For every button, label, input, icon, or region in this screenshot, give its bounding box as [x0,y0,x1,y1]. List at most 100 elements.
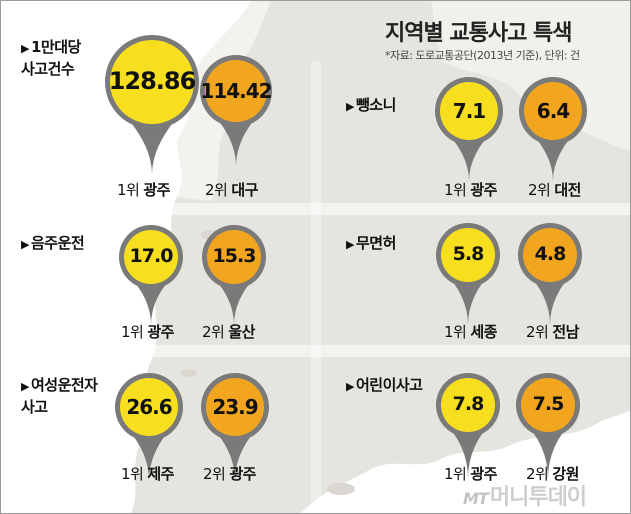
first-place-label: 1위 제주 [121,463,174,484]
category-label-line: ▶ 어린이사고 [346,376,423,394]
second-place-pin: 4.8 [518,223,582,325]
pin-head [206,378,264,436]
second-place-label: 2위 전남 [526,321,579,342]
second-place-pin-marker [519,77,587,181]
row-divider-1 [1,203,630,215]
triangle-bullet-icon: ▶ [21,238,29,251]
category-label-line: ▶ 여성운전자 [21,376,98,394]
pin-value: 128.86 [108,67,197,96]
triangle-bullet-icon: ▶ [346,100,354,113]
rank-region: 대구 [231,181,258,199]
second-place-label: 2위 대전 [528,179,581,200]
rank-region: 전남 [552,323,579,341]
rank-number: 1위 [121,323,144,341]
first-place-pin: 5.8 [436,223,500,325]
second-place-pin: 15.3 [202,225,266,325]
first-place-pin: 128.86 [105,35,199,175]
rank-number: 1위 [444,465,467,483]
first-place-pin-marker [105,35,199,175]
pin-value: 7.8 [452,393,485,416]
first-place-label: 1위 광주 [444,463,497,484]
rank-region: 대전 [554,181,581,199]
rank-number: 2위 [203,465,226,483]
second-place-pin: 6.4 [519,77,587,181]
pin-stem [441,419,495,479]
triangle-bullet-icon: ▶ [21,380,29,393]
triangle-bullet-icon: ▶ [346,380,354,393]
watermark-prefix: MT [463,489,489,508]
rank-number: 1위 [444,323,467,341]
pin-head [441,378,495,432]
rank-number: 2위 [526,323,549,341]
second-place-pin: 114.42 [200,55,273,167]
first-place-pin: 7.1 [435,77,503,181]
second-place-pin: 23.9 [201,373,269,481]
first-place-label: 1위 광주 [117,179,170,200]
rank-region: 울산 [228,323,255,341]
category-label: ▶ 음주운전 [21,233,85,255]
col-divider [311,61,321,501]
triangle-bullet-icon: ▶ [21,42,29,55]
infographic-title: 지역별 교통사고 특색 [385,21,572,46]
first-place-pin: 7.8 [436,373,500,479]
second-place-label: 2위 강원 [526,463,579,484]
pin-head [523,228,577,282]
pin-value: 17.0 [129,245,174,268]
rank-number: 2위 [202,323,225,341]
category-label-line: ▶ 뺑소니 [346,96,396,114]
first-place-pin: 17.0 [119,225,183,325]
pin-value: 114.42 [200,78,272,103]
rank-number: 1위 [444,181,467,199]
pin-value: 6.4 [536,98,570,123]
category-label: ▶ 뺑소니 [346,95,396,117]
rank-number: 2위 [205,181,228,199]
triangle-bullet-icon: ▶ [346,238,354,251]
category-label-line: ▶ 음주운전 [21,234,85,252]
pin-head [441,228,495,282]
pin-value: 7.1 [452,98,486,123]
rank-region: 광주 [147,323,174,341]
first-place-label: 1위 세종 [444,321,497,342]
second-place-pin-marker [200,55,272,167]
pin-value: 7.5 [532,393,565,416]
first-place-pin: 26.6 [115,373,183,481]
rank-number: 1위 [121,465,144,483]
first-place-label: 1위 광주 [444,179,497,200]
row-divider-2 [1,345,630,357]
pin-head [110,40,194,124]
watermark-text: 머니투데이 [489,485,587,510]
category-label-line: ▶ 1만대당 [21,38,81,56]
category-label: ▶ 어린이사고 [346,375,423,397]
rank-region: 제주 [147,465,174,483]
category-label-line: 사고 [21,398,48,416]
rank-region: 광주 [470,465,497,483]
pin-value: 26.6 [126,394,172,419]
pin-head [205,60,267,122]
pin-value: 4.8 [534,243,567,266]
rank-region: 강원 [552,465,579,483]
pin-head [521,378,575,432]
rank-region: 광주 [229,465,256,483]
island [327,483,355,495]
pin-value: 23.9 [212,394,258,419]
first-place-pin-marker [115,373,183,481]
pin-head [440,82,498,140]
category-label-line: 사고건수 [21,60,75,78]
rank-number: 2위 [526,465,549,483]
category-label: ▶ 무면허 [346,233,396,255]
pin-value: 15.3 [212,245,257,268]
rank-number: 1위 [117,181,140,199]
rank-region: 세종 [470,323,497,341]
pin-head [124,230,178,284]
rank-region: 광주 [470,181,497,199]
first-place-pin-marker [119,225,183,325]
category-label-line: ▶ 무면허 [346,234,396,252]
pin-stem [521,419,575,479]
second-place-pin-marker [202,225,266,325]
rank-number: 2위 [528,181,551,199]
second-place-label: 2위 울산 [202,321,255,342]
second-place-label: 2위 광주 [203,463,256,484]
pin-head [524,82,582,140]
